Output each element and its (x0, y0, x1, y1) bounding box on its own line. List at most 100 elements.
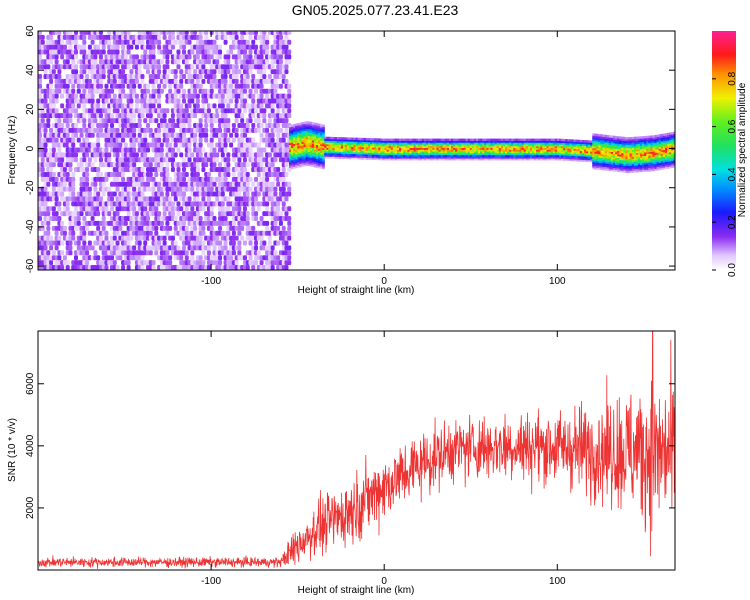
heatmap-cell (212, 73, 217, 79)
heatmap-cell (146, 181, 151, 187)
heatmap-cell (276, 181, 281, 187)
heatmap-cell (195, 93, 200, 99)
heatmap-cell (162, 69, 167, 75)
heatmap-cell (270, 137, 275, 143)
heatmap-cell (146, 122, 151, 128)
heatmap-cell (204, 98, 209, 104)
heatmap-cell (198, 137, 203, 143)
heatmap-cell (151, 44, 156, 50)
heatmap-cell (195, 171, 200, 177)
heatmap-cell (226, 127, 231, 133)
heatmap-cell (165, 220, 170, 226)
heatmap-cell (284, 240, 289, 246)
heatmap-cell (240, 225, 245, 231)
heatmap-cell (273, 220, 278, 226)
heatmap-cell (65, 59, 70, 65)
heatmap-cell (60, 93, 65, 99)
heatmap-cell (284, 162, 289, 168)
heatmap-cell (46, 118, 51, 124)
heatmap-cell (85, 176, 90, 182)
heatmap-cell (154, 250, 159, 256)
heatmap-cell (176, 245, 181, 251)
heatmap-cell (226, 162, 231, 168)
heatmap-cell (49, 127, 54, 133)
heatmap-cell (162, 113, 167, 119)
heatmap-cell (126, 196, 131, 202)
heatmap-cell (187, 147, 192, 153)
heatmap-cell (140, 167, 145, 173)
heatmap-cell (98, 127, 103, 133)
heatmap-cell (248, 34, 253, 40)
heatmap-cell (234, 73, 239, 79)
heatmap-cell (262, 240, 267, 246)
heatmap-cell (182, 98, 187, 104)
heatmap-cell (226, 54, 231, 60)
heatmap-cell (237, 69, 242, 75)
heatmap-cell (140, 255, 145, 261)
heatmap-cell (134, 93, 139, 99)
heatmap-cell (93, 186, 98, 192)
heatmap-cell (226, 118, 231, 124)
heatmap-cell (46, 250, 51, 256)
heatmap-cell (251, 73, 256, 79)
heatmap-cell (281, 225, 286, 231)
heatmap-cell (254, 196, 259, 202)
heatmap-cell (182, 122, 187, 128)
heatmap-cell (157, 39, 162, 45)
heatmap-cell (226, 152, 231, 158)
heatmap-cell (51, 250, 56, 256)
heatmap-cell (165, 108, 170, 114)
heatmap-cell (82, 103, 87, 109)
heatmap-cell (218, 127, 223, 133)
heatmap-cell (118, 225, 123, 231)
heatmap-cell (248, 186, 253, 192)
heatmap-cell (57, 201, 62, 207)
heatmap-cell (151, 54, 156, 60)
heatmap-cell (254, 245, 259, 251)
heatmap-cell (132, 127, 137, 133)
heatmap-cell (195, 54, 200, 60)
heatmap-cell (206, 265, 211, 270)
heatmap-cell (287, 83, 292, 89)
heatmap-cell (90, 216, 95, 222)
heatmap-cell (245, 171, 250, 177)
heatmap-cell (65, 260, 70, 266)
heatmap-cell (179, 78, 184, 84)
heatmap-cell (68, 162, 73, 168)
heatmap-cell (182, 132, 187, 138)
heatmap-cell (162, 240, 167, 246)
heatmap-cell (74, 64, 79, 70)
heatmap-cell (132, 186, 137, 192)
heatmap-cell (132, 162, 137, 168)
heatmap-cell (245, 39, 250, 45)
heatmap-cell (74, 132, 79, 138)
heatmap-cell (74, 39, 79, 45)
heatmap-cell (74, 93, 79, 99)
heatmap-cell (123, 54, 128, 60)
heatmap-cell (62, 225, 67, 231)
heatmap-cell (154, 78, 159, 84)
heatmap-cell (57, 235, 62, 241)
heatmap-cell (38, 132, 42, 138)
heatmap-cell (170, 147, 175, 153)
heatmap-cell (198, 216, 203, 222)
heatmap-cell (229, 142, 234, 148)
heatmap-cell (201, 78, 206, 84)
heatmap-cell (209, 54, 214, 60)
heatmap-cell (46, 64, 51, 70)
heatmap-cell (40, 167, 45, 173)
heatmap-cell (90, 245, 95, 251)
heatmap-cell (204, 132, 209, 138)
heatmap-cell (101, 49, 106, 55)
heatmap-cell (159, 191, 164, 197)
heatmap-cell (206, 250, 211, 256)
heatmap-cell (193, 137, 198, 143)
heatmap-cell (76, 216, 81, 222)
heatmap-cell (151, 186, 156, 192)
heatmap-cell (273, 88, 278, 94)
heatmap-cell (165, 137, 170, 143)
heatmap-cell (154, 118, 159, 124)
heatmap-cell (242, 157, 247, 163)
heatmap-cell (254, 88, 259, 94)
heatmap-cell (93, 59, 98, 65)
